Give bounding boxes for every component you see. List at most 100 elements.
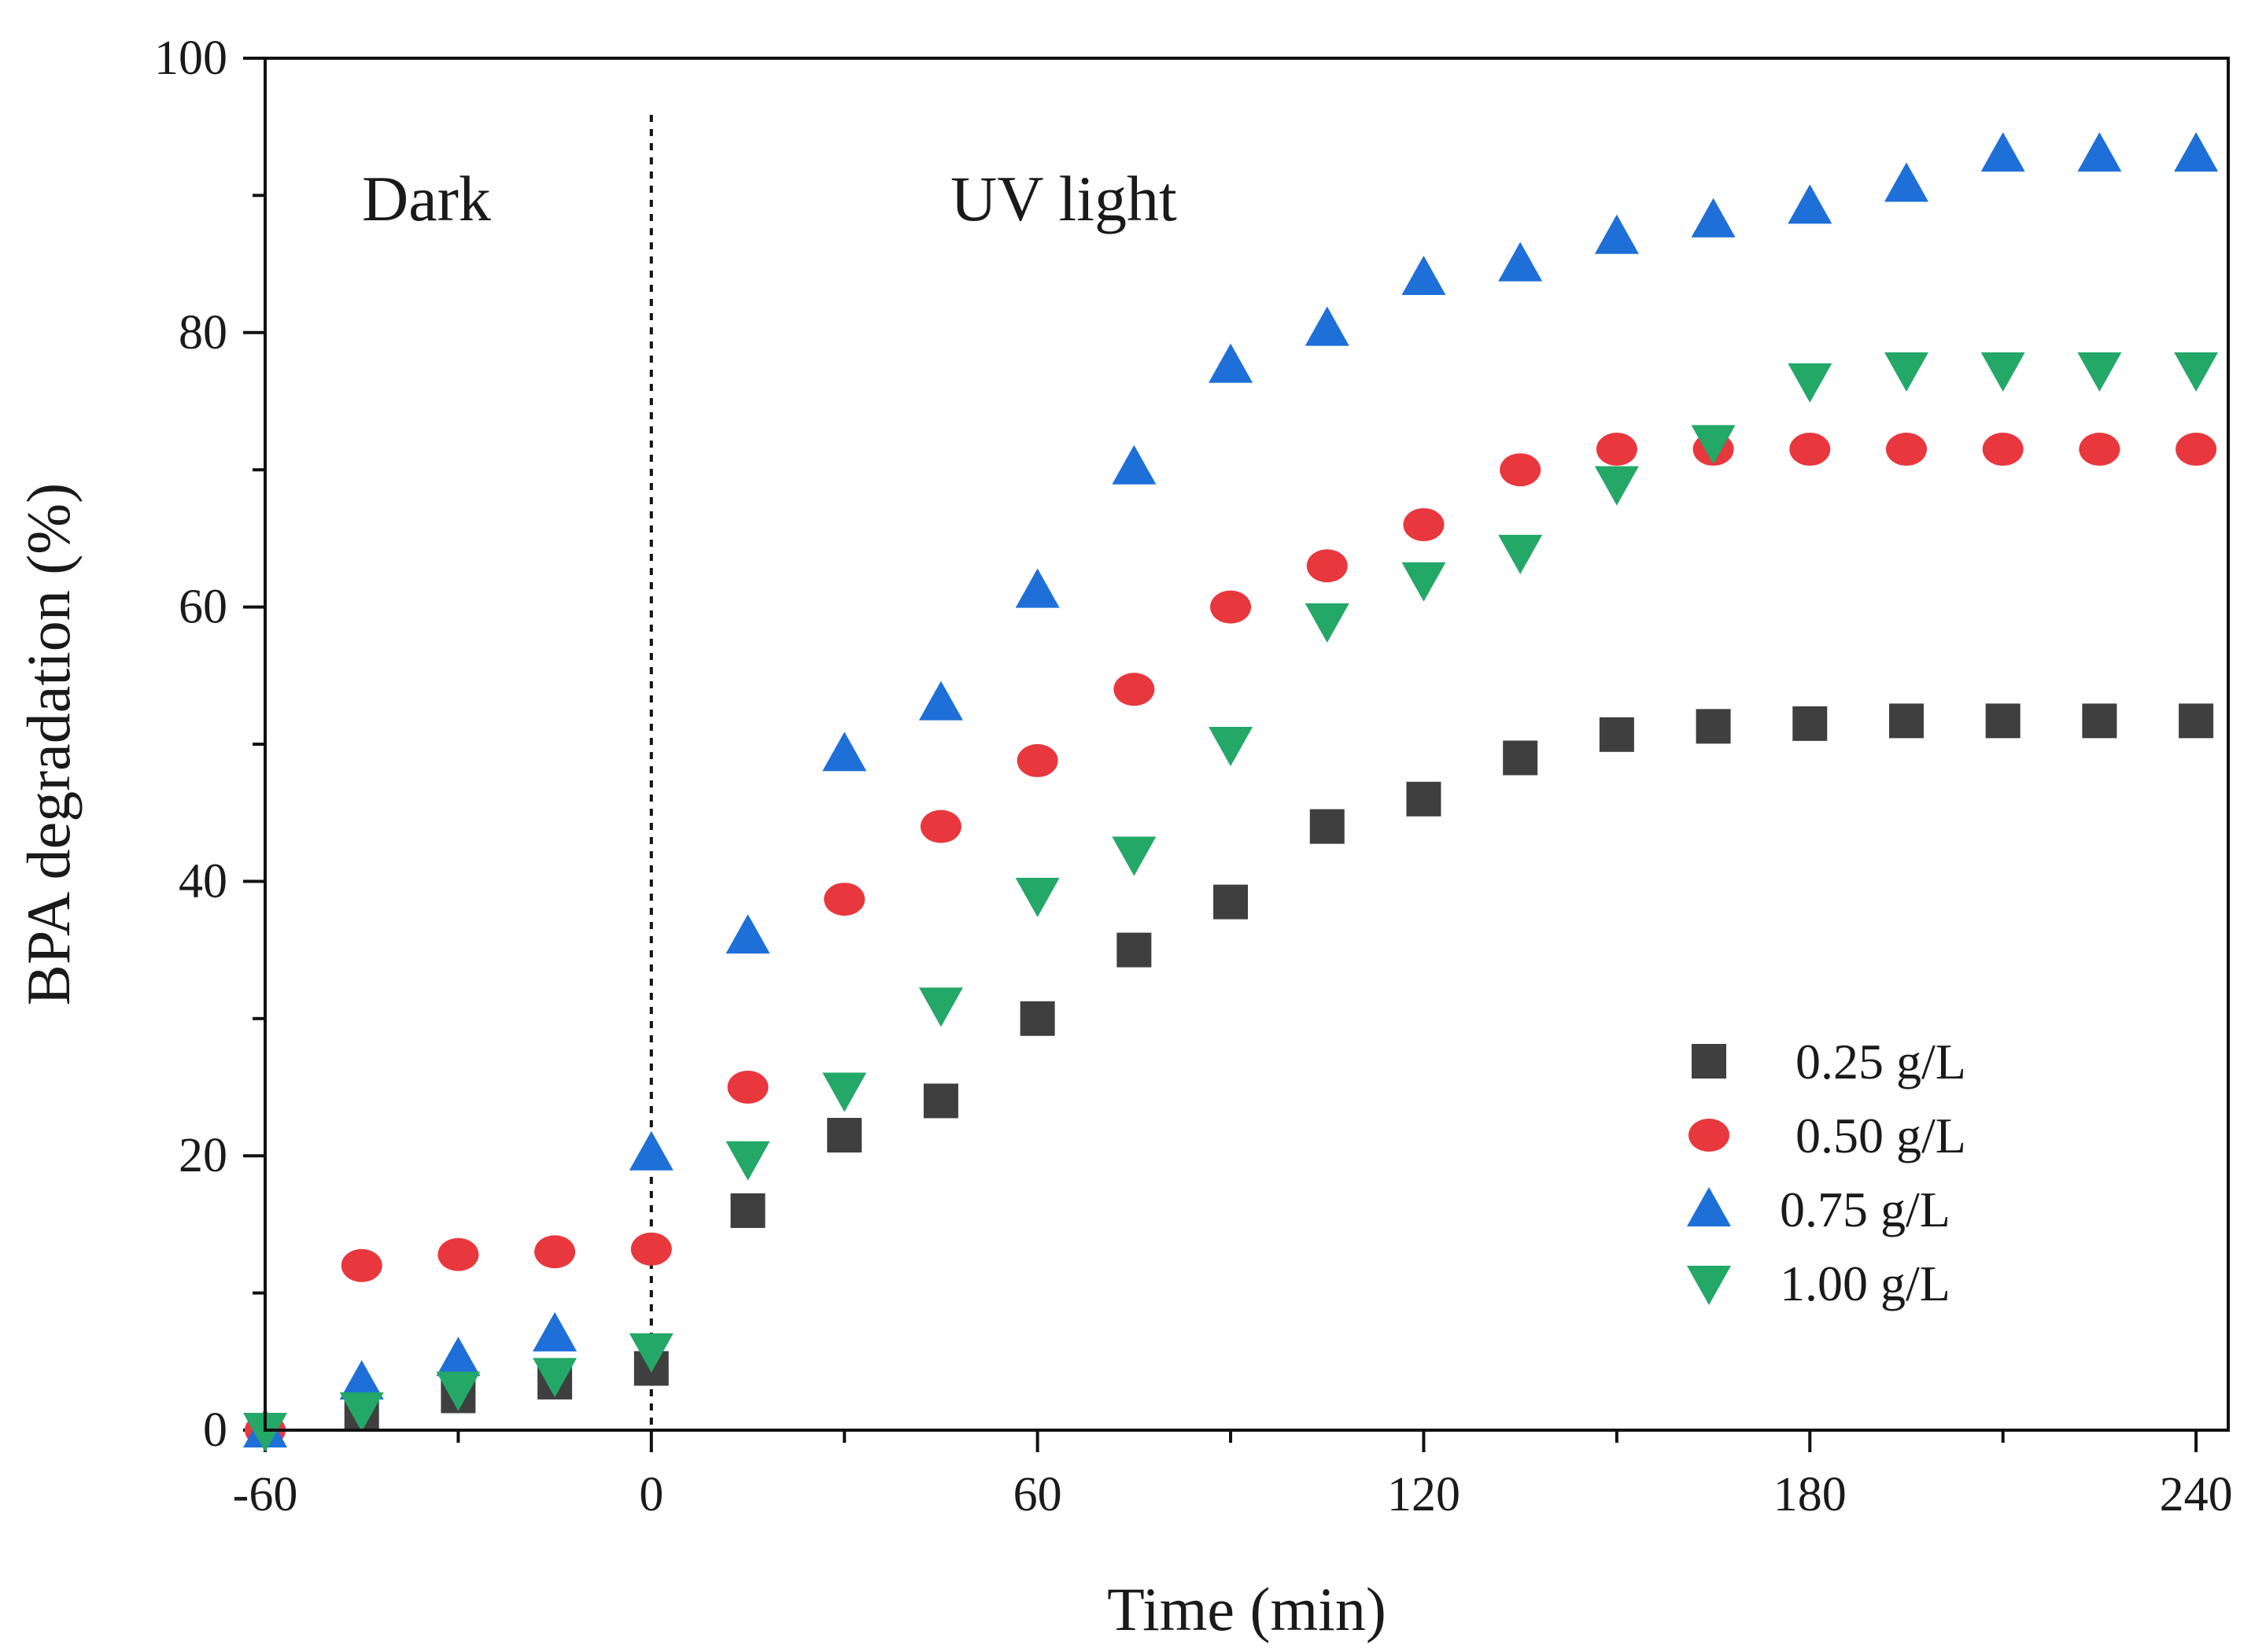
data-point-triangle-down: [1788, 363, 1832, 403]
data-point-circle: [437, 1237, 479, 1271]
data-point-square: [1309, 809, 1345, 844]
annotation-uv-light: UV light: [950, 163, 1177, 234]
data-point-circle: [630, 1232, 672, 1266]
data-point-triangle-down: [1980, 352, 2025, 392]
data-point-triangle-down: [1594, 466, 1639, 506]
x-tick-labels: -60 0 60 120 180 240: [233, 1468, 2233, 1521]
data-point-circle: [727, 1071, 769, 1104]
data-point-triangle-down: [822, 1072, 867, 1112]
data-points: [243, 132, 2219, 1452]
data-point-square: [1116, 932, 1152, 968]
data-point-triangle-up: [2174, 132, 2219, 172]
data-point-square: [1213, 884, 1249, 920]
data-point-triangle-down: [725, 1141, 770, 1181]
data-point-triangle-down: [1498, 534, 1543, 574]
data-point-triangle-up: [436, 1337, 481, 1377]
data-point-triangle-down: [243, 1413, 287, 1452]
tick-marks: [243, 57, 2198, 1452]
data-point-square: [1020, 1001, 1055, 1036]
data-point-triangle-up: [1112, 444, 1157, 485]
data-point-triangle-up: [1594, 214, 1639, 254]
data-point-triangle-up: [1691, 197, 1736, 238]
data-point-triangle-up: [2077, 132, 2122, 172]
data-point-circle: [920, 809, 961, 843]
data-point-triangle-up: [918, 680, 963, 721]
legend: 0.25 g/L 0.50 g/L 0.75 g/L 1.00 g/L: [1687, 1034, 1966, 1311]
data-point-square: [1503, 740, 1538, 776]
legend-marker-square: [1692, 1044, 1726, 1079]
data-point-triangle-down: [1209, 727, 1253, 766]
data-point-circle: [1789, 433, 1831, 466]
data-point-triangle-down: [629, 1333, 674, 1373]
data-point-triangle-down: [2174, 352, 2219, 392]
data-point-triangle-up: [1305, 306, 1349, 346]
x-tick-label: 240: [2160, 1468, 2233, 1521]
data-point-circle: [1596, 433, 1637, 466]
y-tick-label: 40: [179, 854, 227, 908]
data-point-triangle-up: [822, 732, 867, 772]
data-point-triangle-down: [1401, 562, 1446, 602]
legend-entry-1: 0.50 g/L: [1688, 1108, 1966, 1163]
data-point-square: [1888, 703, 1924, 739]
data-point-circle: [1982, 433, 2024, 466]
legend-entry-2: 0.75 g/L: [1687, 1182, 1950, 1237]
data-point-triangle-up: [339, 1359, 384, 1399]
data-point-square: [1792, 706, 1828, 741]
legend-marker-triangle-down-icon: [1687, 1266, 1731, 1305]
y-tick-label: 0: [203, 1403, 227, 1457]
data-point-triangle-down: [1691, 425, 1736, 465]
legend-entry-0: 0.25 g/L: [1692, 1034, 1966, 1090]
series-triangle-down: [243, 352, 2219, 1452]
data-point-triangle-down: [339, 1392, 384, 1432]
data-point-circle: [1306, 549, 1348, 583]
y-axis-title: BPA degradation (%): [14, 483, 83, 1005]
data-point-triangle-down: [1305, 603, 1349, 643]
x-tick-label: 120: [1387, 1468, 1460, 1521]
legend-label: 0.50 g/L: [1795, 1108, 1966, 1163]
data-point-circle: [1500, 453, 1541, 487]
data-point-triangle-up: [1015, 568, 1060, 608]
data-point-triangle-down: [1015, 877, 1060, 917]
data-point-triangle-down: [436, 1371, 481, 1411]
data-point-triangle-up: [1401, 256, 1446, 296]
plot-frame: [264, 57, 2230, 1432]
data-point-circle: [2176, 433, 2217, 466]
x-axis-title: Time (min): [1107, 1575, 1386, 1643]
x-tick-label: 60: [1013, 1468, 1062, 1521]
data-point-circle: [1017, 743, 1058, 777]
data-point-triangle-up: [1209, 343, 1253, 383]
data-point-square: [1985, 703, 2021, 739]
data-point-triangle-up: [533, 1311, 578, 1351]
y-tick-label: 80: [179, 306, 227, 360]
legend-marker-circle: [1688, 1119, 1729, 1152]
y-tick-label: 100: [154, 31, 227, 85]
data-point-triangle-up: [1788, 184, 1832, 224]
data-point-circle: [1403, 507, 1445, 541]
data-point-circle: [2079, 433, 2120, 466]
annotation-dark: Dark: [362, 163, 491, 234]
data-point-square: [2179, 703, 2214, 739]
data-point-circle: [824, 883, 865, 916]
data-point-triangle-up: [629, 1130, 674, 1171]
legend-entry-3: 1.00 g/L: [1687, 1256, 1950, 1311]
data-point-square: [1406, 781, 1441, 817]
data-point-triangle-up: [1980, 132, 2025, 172]
legend-marker-triangle-up: [1687, 1187, 1731, 1226]
data-point-triangle-down: [1884, 352, 1928, 392]
data-point-triangle-down: [918, 987, 963, 1027]
data-point-triangle-up: [1498, 242, 1543, 282]
data-point-circle: [1113, 673, 1155, 706]
x-tick-label: 0: [639, 1468, 663, 1521]
data-point-square: [2082, 703, 2117, 739]
legend-marker-circle-icon: [1688, 1119, 1729, 1152]
data-point-square: [730, 1193, 766, 1228]
data-point-square: [923, 1083, 958, 1119]
legend-label: 1.00 g/L: [1780, 1256, 1950, 1311]
data-point-square: [1599, 717, 1634, 752]
data-point-triangle-down: [533, 1358, 578, 1398]
legend-marker-triangle-up-icon: [1687, 1187, 1731, 1226]
x-tick-label: -60: [233, 1468, 298, 1521]
y-tick-labels: 0 20 40 60 80 100: [154, 31, 227, 1457]
data-point-triangle-down: [1112, 836, 1157, 876]
